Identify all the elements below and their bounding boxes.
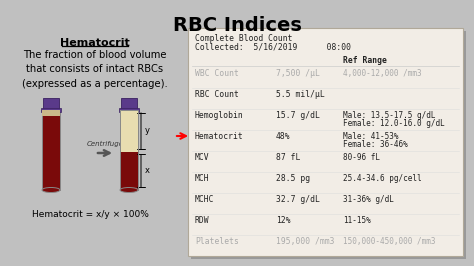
Bar <box>120 110 138 152</box>
Text: 5.5 mil/μL: 5.5 mil/μL <box>276 90 325 99</box>
Text: Platelets: Platelets <box>195 237 239 246</box>
Text: 12%: 12% <box>276 216 291 225</box>
Text: 80-96 fL: 80-96 fL <box>343 153 380 162</box>
Ellipse shape <box>42 188 60 193</box>
Text: Hematocrit = x/y × 100%: Hematocrit = x/y × 100% <box>32 210 148 219</box>
Text: 25.4-34.6 pg/cell: 25.4-34.6 pg/cell <box>343 174 422 183</box>
Text: 28.5 pg: 28.5 pg <box>276 174 310 183</box>
Text: MCV: MCV <box>195 153 210 162</box>
Text: 4,000-12,000 /mm3: 4,000-12,000 /mm3 <box>343 69 422 78</box>
Text: 195,000 /mm3: 195,000 /mm3 <box>276 237 335 246</box>
Bar <box>120 152 138 190</box>
Text: Complete Blood Count: Complete Blood Count <box>195 34 292 43</box>
Bar <box>120 110 138 190</box>
Text: Hemoglobin: Hemoglobin <box>195 111 244 120</box>
Text: 87 fL: 87 fL <box>276 153 301 162</box>
Text: Male: 13.5-17.5 g/dL: Male: 13.5-17.5 g/dL <box>343 111 436 120</box>
Text: 150,000-450,000 /mm3: 150,000-450,000 /mm3 <box>343 237 436 246</box>
Text: y: y <box>145 126 150 135</box>
Text: The fraction of blood volume
that consists of intact RBCs
(expressed as a percen: The fraction of blood volume that consis… <box>22 50 168 89</box>
Bar <box>121 98 137 111</box>
Bar <box>120 110 138 190</box>
Bar <box>188 28 463 256</box>
Text: Male: 41-53%: Male: 41-53% <box>343 132 399 141</box>
Text: 31-36% g/dL: 31-36% g/dL <box>343 195 394 204</box>
Bar <box>43 98 59 111</box>
Text: WBC Count: WBC Count <box>195 69 239 78</box>
Text: 32.7 g/dL: 32.7 g/dL <box>276 195 320 204</box>
Text: Ref Range: Ref Range <box>343 56 387 65</box>
Text: Hematocrit: Hematocrit <box>60 38 130 48</box>
Bar <box>191 31 466 259</box>
Text: Hematocrit: Hematocrit <box>195 132 244 141</box>
Text: RDW: RDW <box>195 216 210 225</box>
Bar <box>41 108 61 112</box>
Text: Female: 12.0-16.0 g/dL: Female: 12.0-16.0 g/dL <box>343 119 445 128</box>
Text: 48%: 48% <box>276 132 291 141</box>
Text: Centrifuge: Centrifuge <box>86 141 124 147</box>
Text: x: x <box>145 166 150 175</box>
Ellipse shape <box>120 188 138 193</box>
Text: RBC Indices: RBC Indices <box>173 16 301 35</box>
Text: MCHC: MCHC <box>195 195 215 204</box>
Bar <box>42 110 60 190</box>
Bar <box>42 110 60 116</box>
Text: 7,500 /μL: 7,500 /μL <box>276 69 320 78</box>
Text: 15.7 g/dL: 15.7 g/dL <box>276 111 320 120</box>
Bar <box>119 108 139 112</box>
Text: Collected:  5/16/2019      08:00: Collected: 5/16/2019 08:00 <box>195 43 351 52</box>
Text: RBC Count: RBC Count <box>195 90 239 99</box>
Text: Female: 36-46%: Female: 36-46% <box>343 140 408 149</box>
Text: MCH: MCH <box>195 174 210 183</box>
Text: 11-15%: 11-15% <box>343 216 371 225</box>
